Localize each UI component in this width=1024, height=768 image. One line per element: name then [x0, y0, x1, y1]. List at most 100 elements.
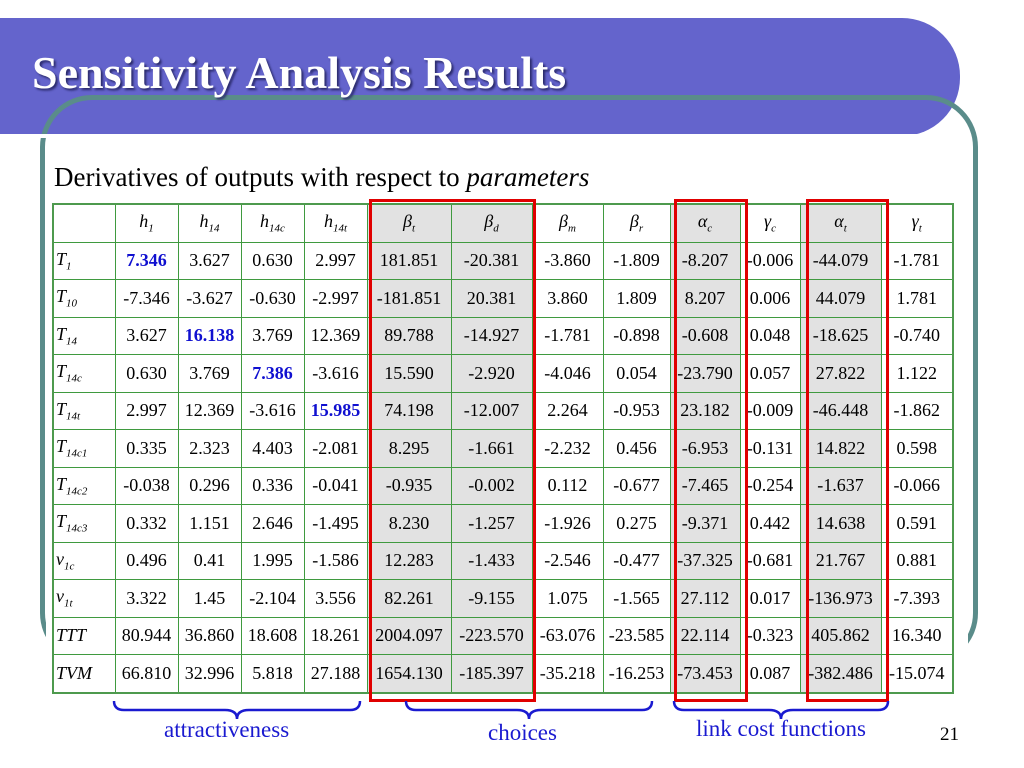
table-cell: 20.381: [450, 279, 533, 318]
row-header: T14: [52, 316, 116, 355]
row-header: v1t: [52, 579, 116, 618]
table-cell: -185.397: [450, 654, 533, 693]
symbol-subscript: 14c2: [66, 485, 88, 498]
table-row: v1c 0.496 0.41 1.995 -1.586 12.283 -1.433 -2.54…: [52, 541, 954, 580]
symbol-subscript: 14c3: [66, 523, 88, 536]
symbol-subscript: t: [843, 223, 847, 236]
table-cell: -2.997: [303, 279, 368, 318]
symbol-base: α: [834, 211, 844, 232]
table-cell: -14.927: [450, 316, 533, 355]
symbol-base: h: [199, 211, 209, 232]
table-cell: 89.788: [366, 316, 452, 355]
symbol-subscript: t: [411, 223, 416, 236]
table-cell: 5.818: [240, 654, 305, 693]
table-cell: -1.433: [450, 541, 533, 580]
table-cell: -0.009: [739, 391, 801, 430]
table-cell: 4.403: [240, 429, 305, 468]
column-header: αt: [799, 203, 882, 243]
table-row: T1 7.346 3.627 0.630 2.997 181.851 -20.381 -3.8…: [52, 241, 954, 280]
table-cell: -44.079: [799, 241, 882, 280]
table-cell: 0.598: [880, 429, 954, 468]
symbol-base: T: [56, 398, 67, 419]
table-cell: 32.996: [177, 654, 242, 693]
table-cell: 1.151: [177, 504, 242, 543]
attractiveness-label: attractiveness: [164, 717, 290, 742]
symbol-base: T: [56, 323, 67, 344]
table-cell: -63.076: [531, 616, 604, 655]
symbol-subscript: 14c1: [66, 448, 88, 461]
table-cell: -1.661: [450, 429, 533, 468]
table-cell: 27.822: [799, 354, 882, 393]
table-cell: -3.616: [303, 354, 368, 393]
table-cell: -181.851: [366, 279, 452, 318]
symbol-subscript: 14c: [66, 373, 82, 386]
table-cell: -4.046: [531, 354, 604, 393]
table-cell: 405.862: [799, 616, 882, 655]
table-cell: -0.630: [240, 279, 305, 318]
table-cell: 2.323: [177, 429, 242, 468]
table-cell: 0.048: [739, 316, 801, 355]
table-cell: 22.114: [669, 616, 741, 655]
table-cell: 0.591: [880, 504, 954, 543]
slide-subtitle: Derivatives of outputs with respect to p…: [54, 162, 589, 193]
row-header: TTT: [52, 616, 116, 655]
corner-cell: [52, 203, 116, 243]
table-cell: 1.45: [177, 579, 242, 618]
column-header: γc: [739, 203, 801, 243]
table-cell: 27.188: [303, 654, 368, 693]
table-cell: -2.081: [303, 429, 368, 468]
table-row: TVM 66.810 32.996 5.818 27.188 1654.130 -185.3…: [52, 654, 954, 693]
table-cell: -8.207: [669, 241, 741, 280]
symbol-base: β: [629, 211, 639, 232]
table-cell: -0.002: [450, 466, 533, 505]
table-cell: 44.079: [799, 279, 882, 318]
attractiveness-brace: [112, 700, 362, 720]
table-row: T14c 0.630 3.769 7.386 -3.616 15.590 -2.920 -4.…: [52, 354, 954, 393]
symbol-subscript: 1: [66, 260, 72, 273]
symbol-subscript: c: [707, 223, 713, 236]
table-cell: -46.448: [799, 391, 882, 430]
table-cell: -2.546: [531, 541, 604, 580]
table-cell: 18.261: [303, 616, 368, 655]
table-cell: -0.740: [880, 316, 954, 355]
table-row: T14t 2.997 12.369 -3.616 15.985 74.198 -12.007…: [52, 391, 954, 430]
table-cell: 2.264: [531, 391, 604, 430]
table-cell: 1.809: [602, 279, 671, 318]
choices-label: choices: [488, 720, 557, 745]
table-cell: 0.112: [531, 466, 604, 505]
table-cell: -12.007: [450, 391, 533, 430]
symbol-base: T: [56, 436, 67, 457]
table-cell: -0.681: [739, 541, 801, 580]
table-cell: -136.973: [799, 579, 882, 618]
table-cell: -2.104: [240, 579, 305, 618]
table-cell: 36.860: [177, 616, 242, 655]
row-header: T14c: [52, 354, 116, 393]
table-cell: -1.586: [303, 541, 368, 580]
table-cell: 1.995: [240, 541, 305, 580]
table-row: T14c2 -0.038 0.296 0.336 -0.041 -0.935 -0.002 0…: [52, 466, 954, 505]
table-cell: -1.862: [880, 391, 954, 430]
table-cell: 0.336: [240, 466, 305, 505]
table-cell: -6.953: [669, 429, 741, 468]
table-cell: 0.087: [739, 654, 801, 693]
table-cell: -0.041: [303, 466, 368, 505]
row-header: T14c2: [52, 466, 116, 505]
table-cell: 0.41: [177, 541, 242, 580]
link-cost-label: link cost functions: [696, 716, 866, 741]
table-cell: -0.477: [602, 541, 671, 580]
column-header: αc: [669, 203, 741, 243]
table-cell: -1.926: [531, 504, 604, 543]
table-cell: -7.346: [114, 279, 179, 318]
symbol-subscript: 14c: [269, 223, 285, 236]
table-cell: 1.075: [531, 579, 604, 618]
title-underline: [0, 134, 918, 138]
symbol-base: β: [402, 211, 412, 232]
table-cell: -18.625: [799, 316, 882, 355]
subtitle-emphasis: parameters: [466, 162, 590, 192]
table-cell: -1.809: [602, 241, 671, 280]
symbol-base: h: [323, 211, 333, 232]
row-header: T10: [52, 279, 116, 318]
table-cell: -37.325: [669, 541, 741, 580]
table-cell: -9.371: [669, 504, 741, 543]
table-cell: -3.616: [240, 391, 305, 430]
